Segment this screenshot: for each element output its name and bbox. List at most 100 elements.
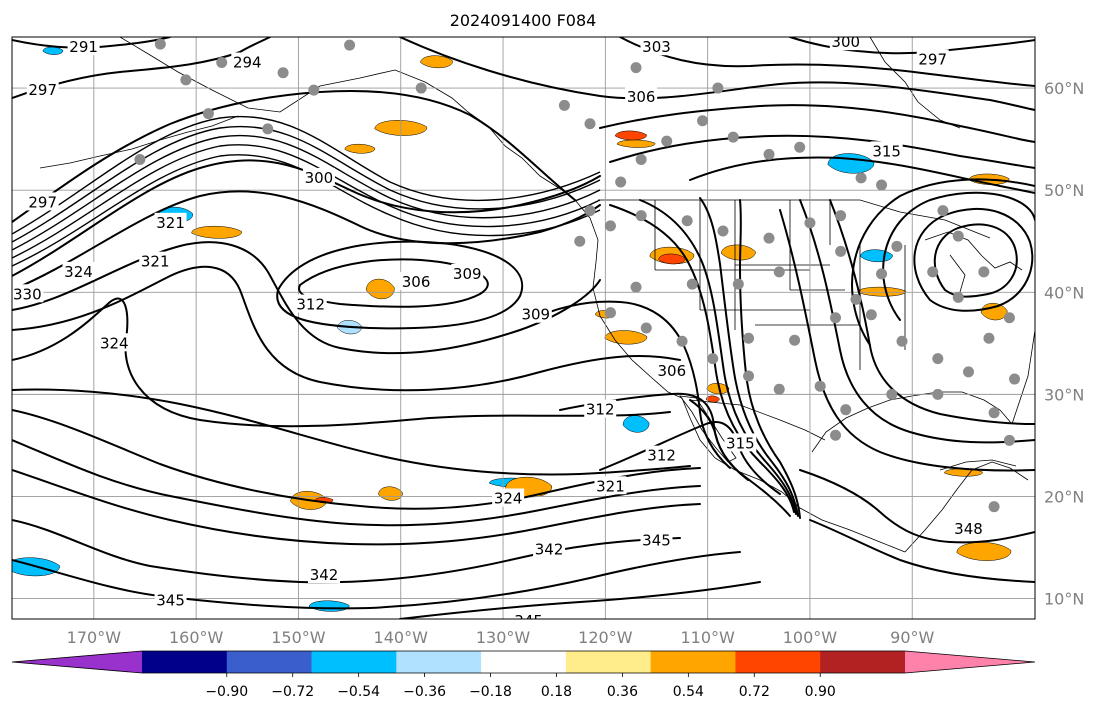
station-marker [686,278,698,290]
station-marker [1009,373,1021,385]
contour-label: 294 [233,54,262,72]
shaded-region [420,55,453,69]
contour-label: 306 [402,273,431,291]
station-marker [717,225,729,237]
contour-label: 324 [100,334,129,352]
x-tick-label: 130°W [476,628,531,647]
contour-318 [12,297,671,428]
contour-label-background [512,611,545,619]
colorbar-tick-label: −0.90 [205,684,248,700]
x-axis-tick-labels: 170°W 160°W 150°W 140°W 130°W 120°W 110°W 100°W… [67,628,935,647]
station-marker [635,210,647,222]
contour-label: 330 [13,285,42,303]
station-marker [773,383,785,395]
station-marker [1003,312,1015,324]
station-marker [963,366,975,378]
contour-309-loop [276,240,524,330]
colorbar-tick-label: 0.54 [673,684,704,700]
colorbar-segment [735,651,821,673]
contour-label-background [724,433,757,452]
shaded-region [706,383,730,395]
colorbar-tick-label: −0.18 [469,684,512,700]
station-marker [584,205,596,217]
station-marker [952,291,964,303]
station-marker [676,335,688,347]
station-marker [937,205,949,217]
ridge-contour-4 [799,469,1035,544]
contour-330 [12,439,701,527]
alaska-coastline [119,37,576,201]
contour-label: 348 [954,520,983,538]
contour-303 [12,190,601,291]
station-marker [886,388,898,400]
station-marker [830,312,842,324]
contour-label-background [533,539,566,558]
y-tick-label: 40°N [1044,283,1084,302]
shading-layer [12,46,1012,612]
contour-label: 324 [64,263,93,281]
contour-label-background [870,141,903,160]
map-area: 291 294 297 297 297 300 300 303 306 306 306 309 309 3… [12,33,1035,619]
contour-label: 297 [28,81,57,99]
contour-315-north [689,156,1035,194]
colorbar-segment [311,651,397,673]
colorbar: −0.90 −0.72 −0.54 −0.36 −0.18 0.18 0.36 0.54 0.7… [11,650,1036,700]
colorbar-tick-label: −0.54 [337,684,380,700]
x-tick-label: 170°W [67,628,122,647]
contour-label-background [231,52,264,71]
map-frame [11,36,1036,620]
station-marker [932,353,944,365]
contour-315 [12,265,681,392]
station-marker [262,123,274,135]
colorbar-outline [11,650,1036,674]
shaded-region [378,486,403,501]
contour-291 [12,37,171,49]
colorbar-tick-label: −0.36 [403,684,446,700]
station-marker [952,230,964,242]
station-marker [1003,434,1015,446]
station-marker [630,62,642,74]
colorbar-tick-label: 0.36 [607,684,638,700]
contour-label: 312 [647,447,676,465]
contour-label: 306 [627,88,656,106]
shaded-region [721,244,756,261]
contour-labels: 291 294 297 297 297 300 300 303 306 306 306 309 309 3… [12,33,985,619]
contour-label-background [400,272,433,291]
colorbar-segment [481,651,567,673]
x-tick-label: 110°W [680,628,735,647]
contour-label: 297 [28,193,57,211]
east-low-3 [882,191,1035,321]
contour-321 [12,388,691,476]
colorbar-segment [820,651,906,673]
x-tick-label: 140°W [374,628,429,647]
contour-label-background [26,192,59,211]
shaded-region [622,415,650,433]
colorbar-tick-label: −0.72 [271,684,314,700]
station-marker [850,293,862,305]
station-marker [712,82,724,94]
shaded-region [344,143,376,154]
contour-312 [12,241,601,355]
contour-label-background [640,530,673,549]
contour-label-background [594,476,627,495]
contour-297b [12,89,576,223]
station-marker [814,380,826,392]
contour-label-background [916,49,949,68]
contour-label-background [139,251,172,270]
station-marker [988,501,1000,513]
contour-345 [12,551,741,610]
contour-label: 303 [642,38,671,56]
station-marker [763,232,775,244]
contour-label-background [302,167,335,186]
colorbar-extend-high [905,651,1035,673]
east-coast [1011,329,1035,425]
station-marker [732,278,744,290]
station-marker [763,148,775,160]
contour-label: 300 [831,33,860,51]
contour-312-north [609,134,1035,169]
contour-label-background [519,304,552,323]
station-marker [855,172,867,184]
north-america-west-coast [574,199,906,553]
station-marker [640,322,652,334]
